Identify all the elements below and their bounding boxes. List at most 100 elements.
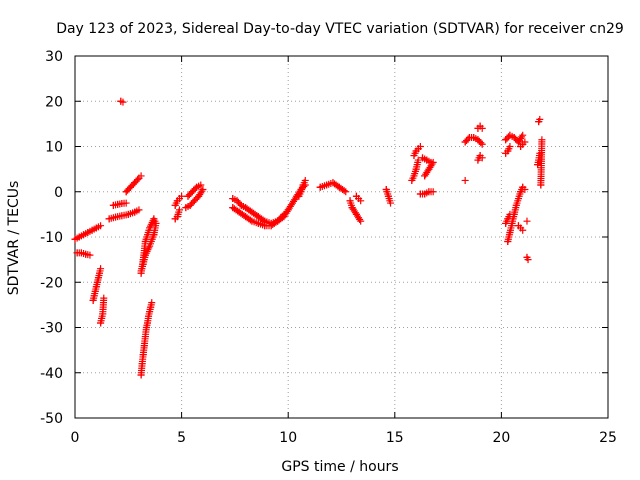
data-point	[233, 197, 241, 205]
data-point	[97, 222, 105, 230]
data-point	[105, 215, 113, 223]
data-point	[254, 213, 262, 221]
data-point	[175, 206, 183, 214]
data-point	[92, 283, 100, 291]
data-point	[171, 201, 179, 209]
data-point	[126, 183, 134, 191]
data-point	[421, 190, 429, 198]
data-point	[109, 201, 117, 209]
data-point	[416, 143, 424, 150]
data-point	[514, 138, 522, 146]
data-point	[229, 195, 237, 203]
data-point	[278, 212, 286, 220]
data-point	[193, 183, 201, 191]
chart-title: Day 123 of 2023, Sidereal Day-to-day VTE…	[56, 21, 624, 37]
data-point	[267, 222, 275, 230]
data-point	[410, 152, 418, 160]
data-point	[137, 371, 145, 379]
y-axis-label: SDTVAR / TECUs	[6, 181, 22, 296]
data-point	[242, 204, 250, 212]
data-point	[410, 172, 418, 180]
data-point	[506, 210, 514, 218]
data-point	[288, 199, 296, 207]
data-point	[512, 201, 520, 209]
data-point	[118, 212, 126, 220]
data-point	[342, 188, 350, 196]
data-point	[504, 215, 512, 223]
data-point	[94, 274, 102, 282]
data-point	[124, 210, 132, 218]
data-point	[301, 176, 309, 184]
data-point	[146, 308, 154, 316]
data-point	[474, 156, 482, 164]
data-point	[77, 249, 85, 257]
data-point	[137, 267, 145, 275]
x-tick-label: 10	[279, 430, 297, 446]
y-tick-label: 0	[54, 185, 63, 201]
data-point	[299, 181, 307, 189]
data-point	[229, 204, 237, 212]
data-point	[254, 219, 262, 227]
data-point	[75, 233, 83, 241]
data-point	[519, 131, 527, 139]
data-point	[143, 319, 151, 327]
data-point	[141, 333, 149, 341]
x-tick-label: 15	[386, 430, 404, 446]
data-point	[97, 265, 105, 273]
data-point	[538, 136, 546, 144]
data-point	[521, 185, 529, 193]
data-point	[508, 219, 516, 227]
data-point	[248, 217, 256, 225]
data-point	[514, 195, 522, 203]
data-point	[506, 131, 514, 139]
data-point	[519, 226, 527, 234]
data-point	[150, 215, 158, 223]
data-point	[506, 143, 514, 150]
data-point	[429, 188, 437, 196]
data-point	[523, 217, 531, 225]
data-point	[352, 210, 360, 218]
data-point	[178, 192, 186, 200]
data-point	[510, 133, 518, 141]
data-point	[357, 197, 365, 205]
data-point	[275, 215, 283, 223]
data-point	[423, 156, 431, 164]
data-point	[502, 219, 510, 227]
data-point	[99, 310, 107, 318]
data-point	[518, 133, 526, 141]
data-point	[190, 197, 198, 205]
data-point	[348, 204, 356, 212]
data-point	[408, 176, 416, 184]
data-point	[524, 256, 532, 264]
data-point	[96, 269, 104, 277]
data-point	[246, 216, 254, 224]
data-point	[329, 179, 337, 187]
data-point	[382, 185, 390, 193]
y-tick-label: -10	[40, 230, 63, 246]
data-point	[316, 183, 324, 191]
data-point	[425, 165, 433, 173]
data-point	[478, 124, 486, 132]
x-axis-label: GPS time / hours	[281, 459, 398, 475]
data-point	[346, 197, 354, 205]
data-point	[536, 115, 544, 123]
data-point	[142, 324, 150, 331]
data-point	[122, 199, 130, 207]
data-point	[88, 226, 96, 234]
data-point	[478, 154, 486, 162]
data-point	[295, 192, 303, 200]
data-point	[93, 278, 101, 286]
data-point	[139, 351, 147, 359]
data-point	[150, 231, 158, 239]
data-point	[478, 140, 486, 148]
data-point	[387, 199, 395, 207]
data-point	[414, 156, 422, 164]
data-point	[138, 360, 146, 368]
axis-ticks: 0 5 10 15 20 25 30 20 10 0 -10 -20 -30 -40 -50	[40, 49, 617, 446]
data-point	[356, 215, 364, 223]
y-tick-label: -50	[40, 411, 63, 427]
data-point	[141, 238, 149, 246]
data-point	[89, 296, 97, 304]
data-point	[122, 188, 130, 196]
